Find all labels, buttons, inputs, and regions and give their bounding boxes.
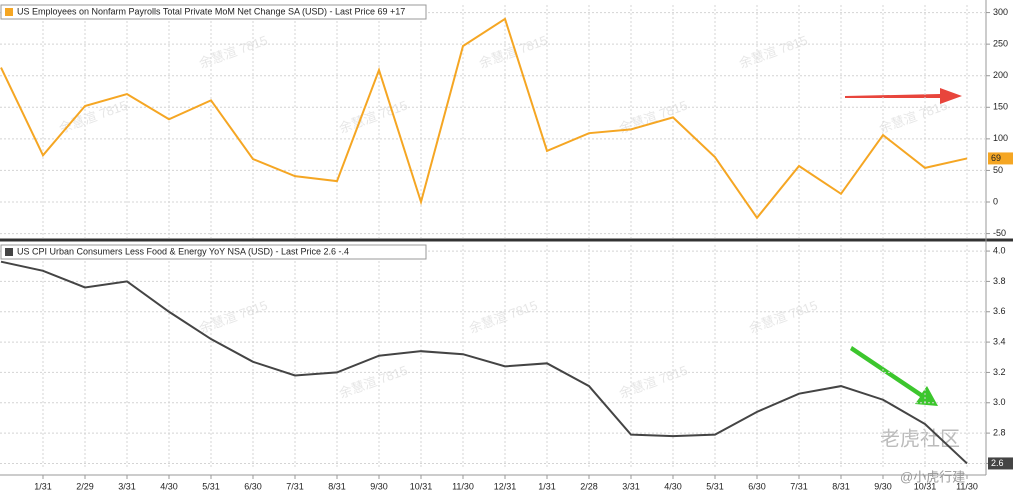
y-tick-label: 0 <box>993 196 998 206</box>
last-price-tag <box>988 152 1013 165</box>
y-tick-label: 3.2 <box>993 367 1006 377</box>
legend-label: US Employees on Nonfarm Payrolls Total P… <box>17 6 405 16</box>
x-tick-label: 6/30 <box>244 481 262 491</box>
y-tick-label: 50 <box>993 165 1003 175</box>
x-tick-label: 7/31 <box>790 481 808 491</box>
y-tick-label: 250 <box>993 39 1008 49</box>
legend-box <box>0 4 427 20</box>
x-tick-label: 3/31 <box>622 481 640 491</box>
y-tick-label: 200 <box>993 70 1008 80</box>
x-tick-label: 12/31 <box>494 481 517 491</box>
x-tick-label: 11/30 <box>956 481 978 491</box>
x-tick-label: 8/31 <box>328 481 346 491</box>
x-tick-label: 2/28 <box>580 481 598 491</box>
x-tick-label: 10/31 <box>410 481 433 491</box>
handle: @小虎行建 <box>900 469 965 484</box>
y-tick-label: 3.4 <box>993 336 1006 346</box>
legend-swatch <box>5 248 13 256</box>
x-tick-label: 9/30 <box>370 481 388 491</box>
y-tick-label: 2.8 <box>993 427 1006 437</box>
x-tick-label: 1/31 <box>538 481 556 491</box>
x-tick-label: 7/31 <box>286 481 304 491</box>
green-arrow <box>850 346 938 406</box>
line-series <box>0 260 968 465</box>
x-tick-label: 10/31 <box>914 481 937 491</box>
y-tick-label: 4.0 <box>993 245 1006 255</box>
last-price-tag <box>988 457 1013 470</box>
x-tick-label: 5/31 <box>202 481 220 491</box>
last-price-label: 69 <box>991 153 1001 163</box>
x-tick-label: 3/31 <box>118 481 136 491</box>
line-series <box>0 17 968 220</box>
legend-label: US CPI Urban Consumers Less Food & Energ… <box>17 246 349 256</box>
red-arrow <box>845 88 962 104</box>
y-tick-label: -50 <box>993 228 1006 238</box>
last-price-label: 2.6 <box>991 458 1004 468</box>
legend-swatch <box>5 8 13 16</box>
x-tick-label: 6/30 <box>748 481 766 491</box>
y-tick-label: 150 <box>993 102 1008 112</box>
x-tick-label: 2/29 <box>76 481 94 491</box>
x-tick-label: 8/31 <box>832 481 850 491</box>
y-tick-label: 300 <box>993 7 1008 17</box>
x-tick-label: 5/31 <box>706 481 724 491</box>
y-tick-label: 3.6 <box>993 306 1006 316</box>
x-tick-label: 4/30 <box>160 481 178 491</box>
x-tick-label: 4/30 <box>664 481 682 491</box>
y-tick-label: 3.0 <box>993 397 1006 407</box>
x-tick-label: 11/30 <box>452 481 474 491</box>
x-tick-label: 9/30 <box>874 481 892 491</box>
y-tick-label: 100 <box>993 133 1008 143</box>
x-tick-label: 1/31 <box>34 481 52 491</box>
legend-box <box>0 244 427 260</box>
y-tick-label: 3.8 <box>993 276 1006 286</box>
